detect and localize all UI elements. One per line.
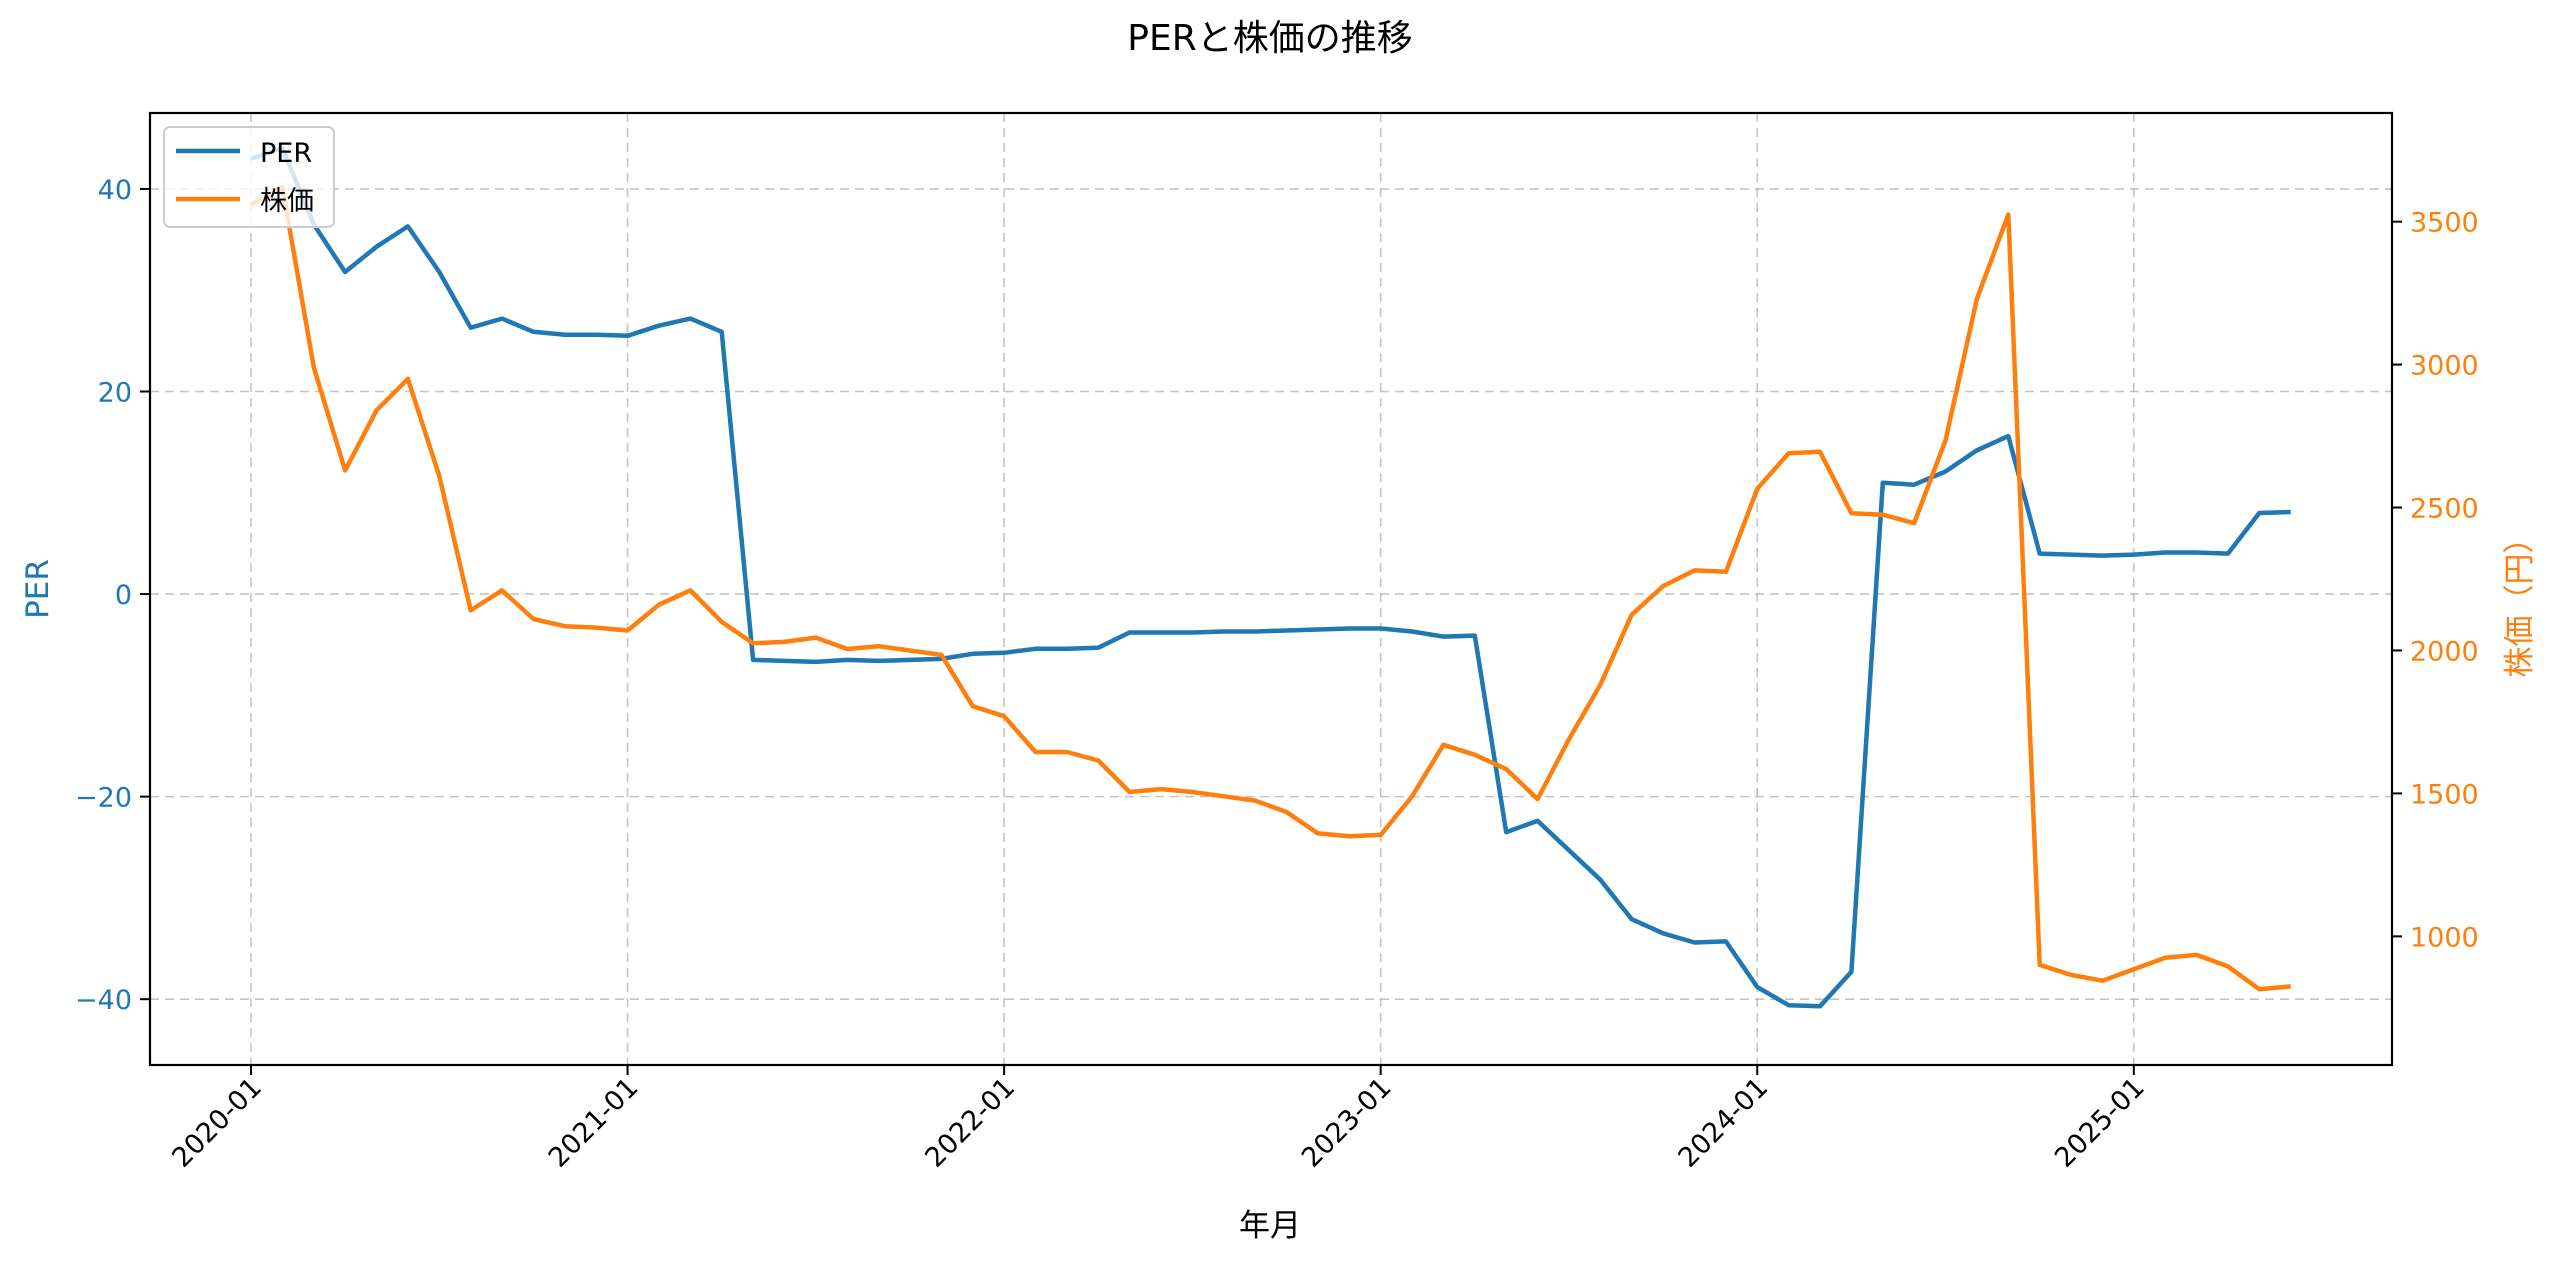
- series-line-per: [250, 146, 2291, 1009]
- x-axis-label: 年月: [1239, 1208, 1301, 1244]
- x-tick-label: 2022-01: [919, 1072, 1021, 1174]
- right-tick-label: 3500: [2410, 208, 2479, 239]
- grid-lines: [150, 113, 2392, 1065]
- right-axis-label: 株価（円）: [2502, 523, 2538, 678]
- right-y-axis: 1000 1500 2000 2500 3000 3500: [2392, 208, 2479, 953]
- x-tick-label: 2023-01: [1296, 1072, 1398, 1174]
- x-tick-label: 2024-01: [1672, 1072, 1774, 1174]
- x-tick-label: 2020-01: [166, 1072, 268, 1174]
- plot-lines: [249, 146, 2291, 1009]
- x-tick-label: 2021-01: [543, 1072, 645, 1174]
- right-tick-label: 1000: [2410, 922, 2479, 953]
- left-tick-label: −20: [75, 783, 132, 814]
- right-tick-label: 2000: [2410, 636, 2479, 667]
- right-tick-label: 2500: [2410, 494, 2479, 525]
- legend: PER 株価: [163, 126, 335, 228]
- right-tick-label: 3000: [2410, 351, 2479, 382]
- left-tick-label: 20: [98, 378, 132, 409]
- x-tick-label: 2025-01: [2049, 1072, 2151, 1174]
- legend-label-per: PER: [260, 138, 312, 169]
- left-axis-label: PER: [20, 559, 56, 619]
- left-tick-label: 40: [98, 175, 132, 206]
- plot-frame: [148, 111, 2394, 1067]
- chart-title: PERと株価の推移: [1127, 18, 1412, 59]
- x-axis: 2020-01 2021-01 2022-01 2023-01 2024-01 2025-…: [166, 1065, 2151, 1174]
- right-tick-label: 1500: [2410, 779, 2479, 810]
- series-line-price: [249, 185, 2291, 992]
- left-y-axis: −40 −20 0 20 40: [75, 175, 150, 1016]
- left-tick-label: 0: [115, 580, 132, 611]
- legend-label-price: 株価: [260, 186, 314, 217]
- left-tick-label: −40: [75, 985, 132, 1016]
